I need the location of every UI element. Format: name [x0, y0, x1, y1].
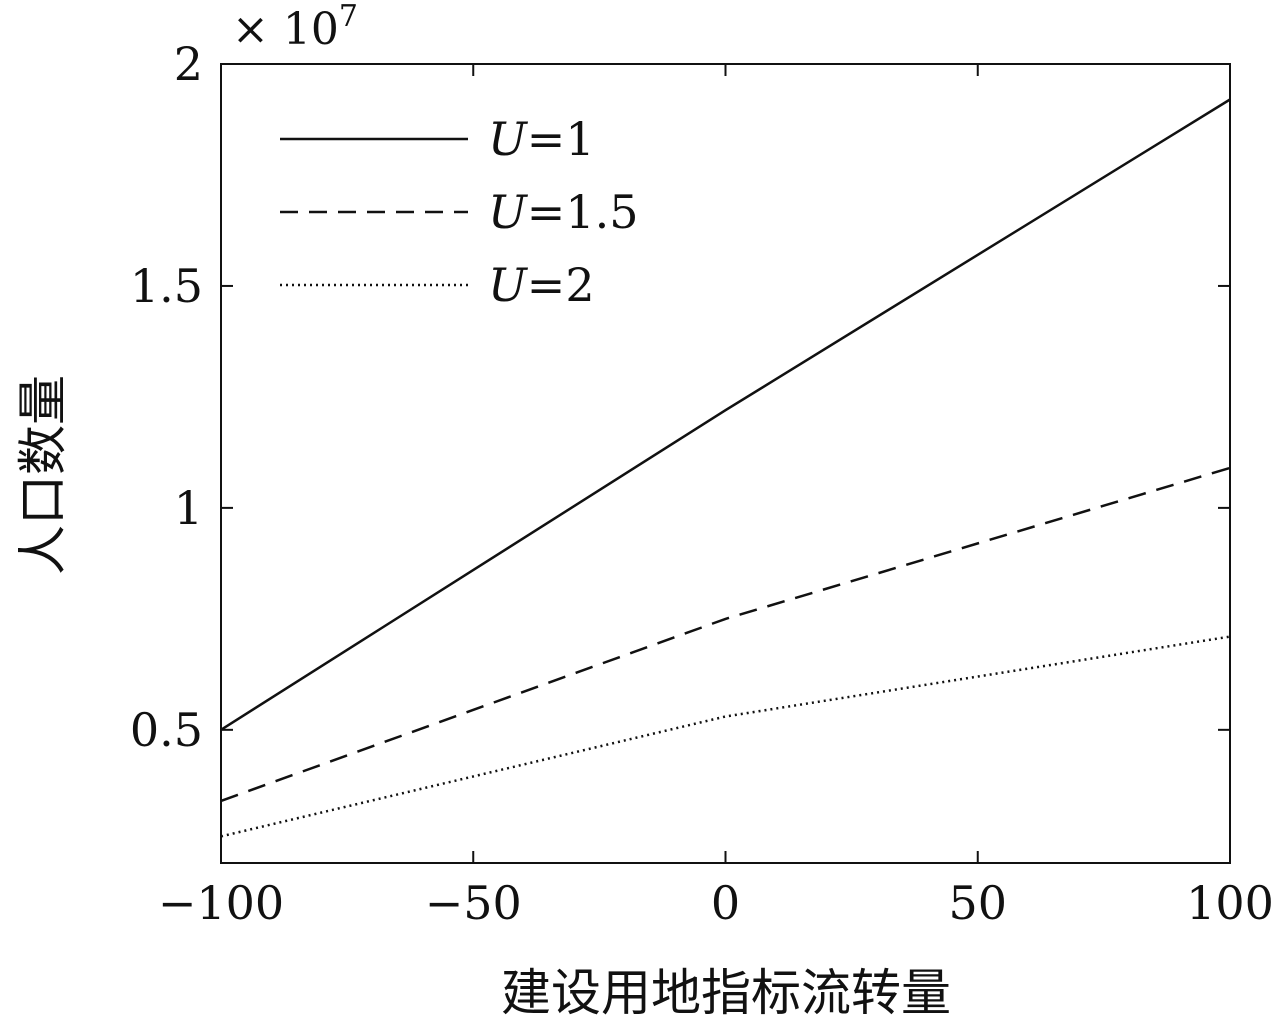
legend-label-u2: U=2: [488, 258, 595, 312]
legend-label-u1: U=1: [488, 112, 595, 166]
series-lines: [220, 98, 1231, 838]
y-axis-title: 人口数量: [14, 375, 72, 575]
legend-label-u1-5: U=1.5: [488, 185, 638, 239]
tick-marks: [220, 63, 1231, 863]
x-tick-label: 0: [711, 876, 740, 930]
y-multiplier: × 107: [232, 0, 358, 55]
x-tick-label: 50: [948, 876, 1007, 930]
x-axis-title: 建设用地指标流转量: [501, 964, 951, 1022]
series-line-solid: [220, 98, 1231, 731]
y-tick-label: 2: [174, 37, 203, 91]
tick-labels: −100 −50 0 50 100 0.5 1 1.5 2: [130, 37, 1274, 930]
legend: U=1 U=1.5 U=2: [280, 112, 638, 312]
y-tick-label: 0.5: [130, 703, 203, 757]
y-multiplier-exponent: 7: [339, 0, 358, 34]
y-multiplier-base: × 10: [232, 4, 339, 55]
series-line-dashed: [220, 466, 1231, 803]
series-line-dotted: [220, 635, 1231, 838]
x-tick-label: 100: [1186, 876, 1274, 930]
x-tick-label: −50: [425, 876, 522, 930]
plot-frame: [220, 63, 1231, 864]
x-tick-label: −100: [158, 876, 284, 930]
y-tick-label: 1.5: [130, 259, 203, 313]
y-tick-label: 1: [174, 481, 203, 535]
